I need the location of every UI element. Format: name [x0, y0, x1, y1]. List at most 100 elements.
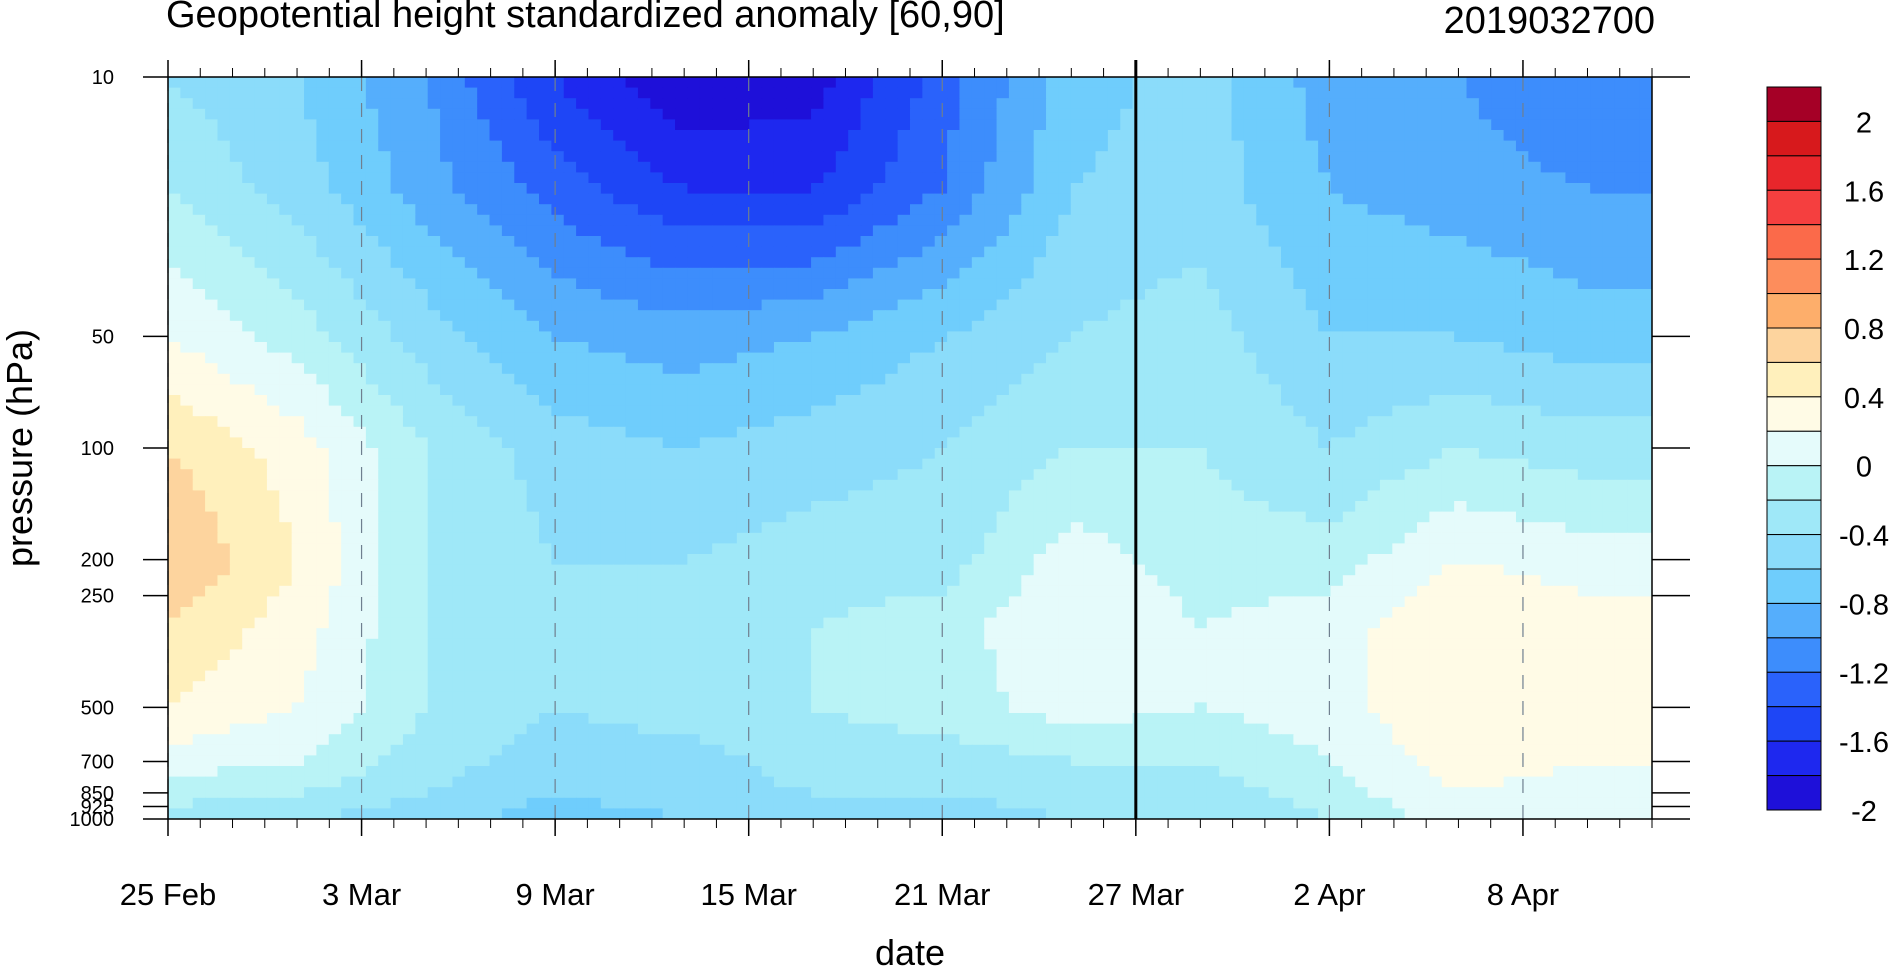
field-cell — [1095, 77, 1109, 89]
field-cell — [378, 257, 392, 269]
field-cell — [501, 310, 515, 322]
field-cell — [402, 373, 416, 385]
field-cell — [378, 108, 392, 120]
field-cell — [353, 257, 367, 269]
field-cell — [291, 511, 305, 523]
field-cell — [304, 119, 317, 131]
field-cell — [1231, 352, 1245, 364]
field-cell — [254, 363, 268, 375]
field-cell — [1194, 108, 1208, 120]
field-cell — [625, 479, 639, 491]
field-cell — [662, 416, 676, 428]
field-cell — [1231, 257, 1245, 269]
field-cell — [984, 225, 998, 237]
field-cell — [600, 161, 614, 173]
field-cell — [539, 98, 552, 110]
field-cell — [266, 373, 280, 385]
field-cell — [1008, 130, 1022, 142]
field-cell — [736, 320, 750, 332]
field-cell — [477, 331, 491, 343]
field-cell — [415, 108, 429, 120]
field-cell — [1107, 448, 1121, 460]
field-cell — [279, 161, 293, 173]
field-cell — [749, 320, 763, 332]
field-cell — [452, 108, 466, 120]
field-cell — [266, 246, 280, 258]
field-cell — [1379, 77, 1393, 89]
field-cell — [279, 448, 293, 460]
field-cell — [1590, 490, 1604, 502]
field-cell — [501, 140, 515, 152]
field-cell — [1318, 352, 1332, 364]
field-cell — [1144, 130, 1158, 142]
field-cell — [501, 501, 515, 513]
field-cell — [1602, 331, 1616, 343]
field-cell — [736, 458, 750, 470]
field-cell — [1614, 352, 1628, 364]
field-cell — [353, 193, 367, 205]
field-cell — [971, 204, 985, 216]
field-cell — [1021, 172, 1035, 184]
field-cell — [1083, 246, 1097, 258]
field-cell — [1293, 140, 1307, 152]
field-cell — [1565, 426, 1579, 438]
field-cell — [242, 384, 256, 396]
field-cell — [1008, 501, 1022, 513]
field-cell — [1107, 108, 1121, 120]
field-cell — [699, 278, 713, 290]
field-cell — [266, 172, 280, 184]
field-cell — [316, 289, 330, 301]
field-cell — [724, 246, 738, 258]
field-cell — [1231, 490, 1245, 502]
field-cell — [402, 204, 416, 216]
field-cell — [613, 214, 627, 226]
field-cell — [1281, 299, 1294, 311]
field-cell — [563, 458, 577, 470]
field-cell — [1454, 320, 1468, 332]
field-cell — [1046, 77, 1059, 89]
field-cell — [798, 501, 812, 513]
field-cell — [1268, 108, 1282, 120]
field-cell — [798, 130, 812, 142]
field-cell — [1281, 384, 1294, 396]
field-cell — [1503, 469, 1517, 481]
field-cell — [1342, 426, 1356, 438]
field-cell — [984, 77, 998, 89]
field-cell — [1281, 130, 1294, 142]
field-cell — [1318, 342, 1332, 354]
field-cell — [242, 204, 256, 216]
field-cell — [501, 183, 515, 195]
field-cell — [823, 257, 837, 269]
field-cell — [229, 363, 243, 375]
field-cell — [168, 183, 181, 195]
field-cell — [205, 395, 219, 407]
field-cell — [1008, 278, 1022, 290]
field-cell — [551, 373, 565, 385]
field-cell — [786, 214, 800, 226]
field-cell — [1120, 214, 1134, 226]
field-cell — [860, 267, 874, 279]
field-cell — [1466, 119, 1480, 131]
field-cell — [452, 140, 466, 152]
field-cell — [1565, 161, 1579, 173]
field-cell — [1046, 479, 1059, 491]
field-cell — [699, 363, 713, 375]
field-cell — [971, 161, 985, 173]
field-cell — [823, 490, 837, 502]
field-cell — [1379, 225, 1393, 237]
field-cell — [1305, 448, 1319, 460]
field-cell — [229, 490, 243, 502]
field-cell — [1565, 151, 1579, 163]
field-cell — [328, 437, 342, 449]
field-cell — [687, 416, 701, 428]
field-cell — [749, 77, 763, 89]
field-cell — [1021, 225, 1035, 237]
field-cell — [724, 331, 738, 343]
field-cell — [1219, 373, 1233, 385]
field-cell — [1404, 151, 1418, 163]
field-cell — [910, 511, 923, 523]
field-cell — [662, 278, 676, 290]
field-cell — [872, 77, 886, 89]
field-cell — [427, 108, 441, 120]
field-cell — [1281, 225, 1294, 237]
